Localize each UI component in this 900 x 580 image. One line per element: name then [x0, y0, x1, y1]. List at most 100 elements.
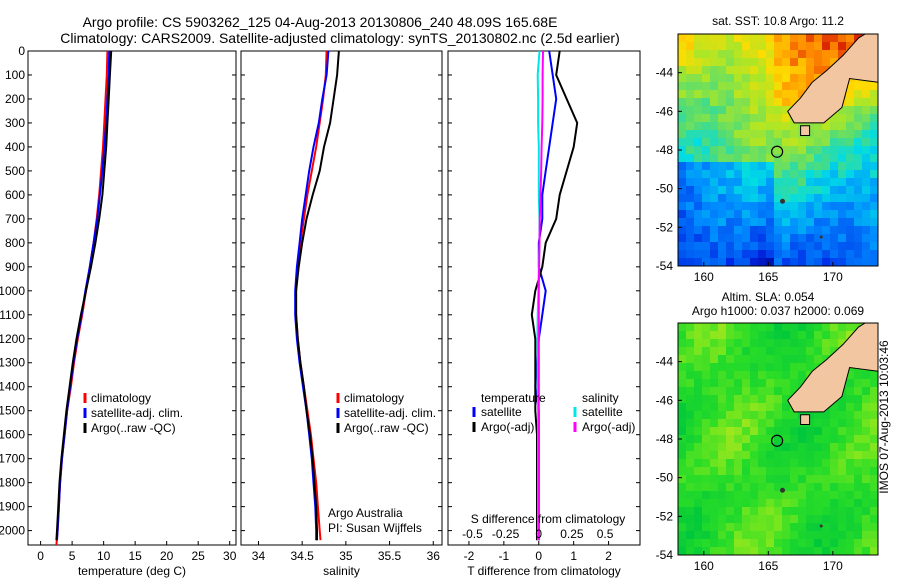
field-cell — [766, 467, 775, 476]
field-cell — [838, 34, 847, 43]
field-cell — [710, 194, 719, 203]
field-cell — [726, 90, 735, 99]
field-cell — [766, 178, 775, 187]
field-cell — [766, 66, 775, 75]
field-cell — [718, 547, 727, 555]
field-cell — [838, 419, 847, 428]
field-cell — [750, 427, 759, 436]
field-cell — [702, 523, 711, 532]
field-cell — [726, 507, 735, 516]
field-cell — [774, 539, 783, 548]
field-cell — [830, 491, 839, 500]
field-cell — [870, 114, 878, 123]
field-cell — [758, 218, 767, 227]
field-cell — [686, 42, 695, 51]
field-cell — [758, 363, 767, 372]
field-cell — [726, 42, 735, 51]
field-cell — [782, 234, 791, 243]
field-cell — [742, 178, 751, 187]
field-cell — [862, 258, 871, 266]
field-cell — [790, 226, 799, 235]
field-cell — [862, 138, 871, 147]
field-cell — [838, 170, 847, 179]
timestamp-stamp: IMOS 07-Aug-2013 10:03:46 — [874, 290, 894, 550]
field-cell — [750, 122, 759, 131]
field-cell — [678, 443, 687, 452]
field-cell — [710, 154, 719, 163]
field-cell — [838, 539, 847, 548]
field-cell — [734, 74, 743, 83]
field-cell — [702, 194, 711, 203]
field-cell — [702, 371, 711, 380]
series-line — [537, 50, 544, 541]
field-cell — [814, 130, 823, 139]
field-cell — [790, 42, 799, 51]
field-cell — [678, 98, 687, 107]
field-cell — [758, 379, 767, 388]
field-cell — [742, 162, 751, 171]
field-cell — [838, 202, 847, 211]
field-cell — [862, 515, 871, 524]
field-cell — [694, 258, 703, 266]
field-cell — [710, 66, 719, 75]
field-cell — [718, 467, 727, 476]
field-cell — [750, 226, 759, 235]
field-cell — [830, 539, 839, 548]
field-cell — [694, 34, 703, 43]
field-cell — [678, 58, 687, 67]
x-tick-label: 36 — [427, 549, 441, 563]
field-cell — [678, 347, 687, 356]
field-cell — [702, 403, 711, 412]
field-cell — [846, 154, 855, 163]
field-cell — [774, 347, 783, 356]
field-cell — [846, 419, 855, 428]
field-cell — [766, 42, 775, 51]
field-cell — [822, 467, 831, 476]
field-cell — [694, 218, 703, 227]
field-cell — [678, 491, 687, 500]
field-cell — [710, 250, 719, 259]
field-cell — [726, 234, 735, 243]
field-cell — [854, 114, 863, 123]
field-cell — [758, 323, 767, 332]
field-cell — [798, 210, 807, 219]
field-cell — [798, 531, 807, 540]
field-cell — [726, 194, 735, 203]
field-cell — [710, 138, 719, 147]
field-cell — [862, 483, 871, 492]
top-tick-label: -0.5 — [462, 527, 483, 541]
field-cell — [830, 515, 839, 524]
field-cell — [718, 74, 727, 83]
field-cell — [806, 226, 815, 235]
field-cell — [870, 523, 878, 532]
field-cell — [678, 146, 687, 155]
field-cell — [822, 443, 831, 452]
field-cell — [862, 419, 871, 428]
field-cell — [814, 515, 823, 524]
field-cell — [758, 178, 767, 187]
field-cell — [726, 106, 735, 115]
field-cell — [774, 154, 783, 163]
y-tick-label: -44 — [656, 66, 674, 80]
field-cell — [854, 491, 863, 500]
field-cell — [686, 186, 695, 195]
field-cell — [718, 162, 727, 171]
field-cell — [678, 42, 687, 51]
field-cell — [726, 523, 735, 532]
field-cell — [734, 114, 743, 123]
field-cell — [742, 435, 751, 444]
field-cell — [870, 531, 878, 540]
field-cell — [742, 66, 751, 75]
field-cell — [774, 355, 783, 364]
field-cell — [814, 507, 823, 516]
field-cell — [782, 202, 791, 211]
field-cell — [822, 186, 831, 195]
field-cell — [854, 170, 863, 179]
field-cell — [694, 242, 703, 251]
field-cell — [846, 451, 855, 460]
field-cell — [678, 371, 687, 380]
field-cell — [806, 467, 815, 476]
field-cell — [758, 74, 767, 83]
field-cell — [742, 411, 751, 420]
field-cell — [702, 395, 711, 404]
